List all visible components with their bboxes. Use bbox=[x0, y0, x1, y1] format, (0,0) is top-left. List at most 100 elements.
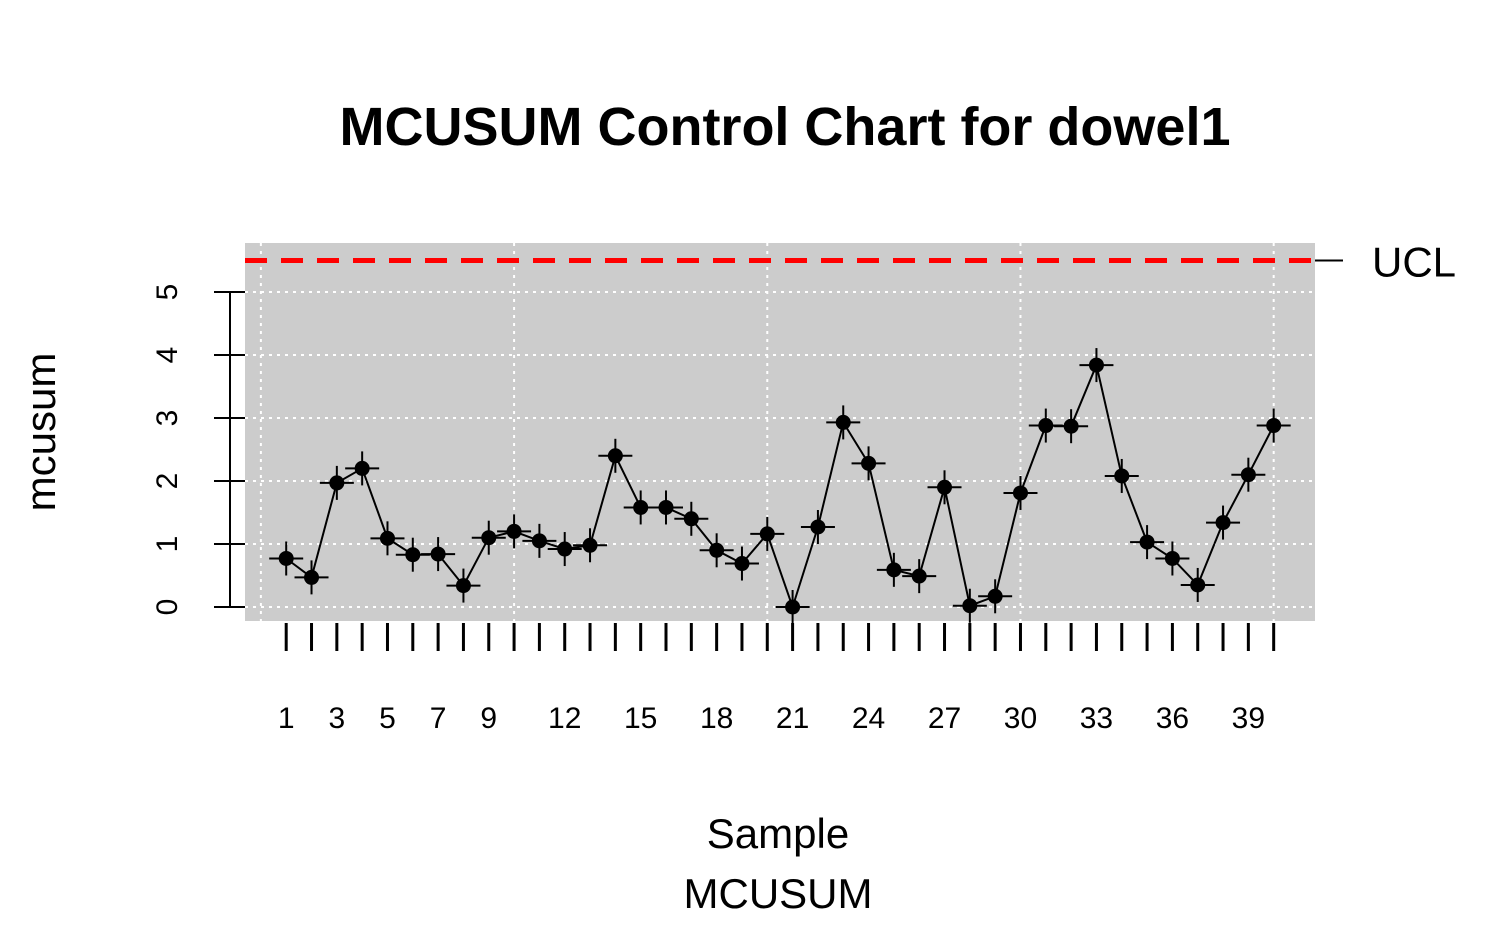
data-point bbox=[269, 541, 304, 576]
x-tick-label: 3 bbox=[328, 702, 345, 735]
data-point bbox=[1054, 409, 1089, 444]
data-point-marker bbox=[835, 414, 851, 430]
x-tick-label: 15 bbox=[624, 702, 657, 735]
data-point-marker bbox=[557, 541, 573, 557]
x-tick-label: 27 bbox=[928, 702, 961, 735]
data-point-marker bbox=[785, 599, 801, 615]
data-point-marker bbox=[607, 448, 623, 464]
data-point-marker bbox=[734, 556, 750, 572]
data-point-marker bbox=[430, 546, 446, 562]
data-point bbox=[851, 446, 886, 481]
data-point-marker bbox=[1190, 577, 1206, 593]
data-point-marker bbox=[759, 526, 775, 542]
y-tick-label: 4 bbox=[151, 347, 184, 364]
data-point-marker bbox=[1088, 357, 1104, 373]
x-tick-label: 24 bbox=[852, 702, 885, 735]
series-line bbox=[285, 361, 1275, 611]
data-point bbox=[370, 521, 405, 556]
x-tick-label: 5 bbox=[379, 702, 396, 735]
x-tick-label: 21 bbox=[776, 702, 809, 735]
y-tick-label: 1 bbox=[151, 536, 184, 553]
data-point-marker bbox=[1012, 485, 1028, 501]
plot-panel bbox=[245, 243, 1315, 621]
data-point-marker bbox=[304, 569, 320, 585]
ucl-label: UCL bbox=[1372, 239, 1456, 286]
data-point-marker bbox=[1266, 418, 1282, 434]
data-point-marker bbox=[582, 537, 598, 553]
x-tick-label: 18 bbox=[700, 702, 733, 735]
data-point bbox=[1231, 457, 1266, 492]
x-tick-label: 7 bbox=[430, 702, 447, 735]
data-point bbox=[876, 552, 911, 587]
data-point bbox=[1079, 348, 1114, 383]
y-tick-label: 3 bbox=[151, 410, 184, 427]
grid bbox=[245, 243, 1315, 621]
data-point-marker bbox=[379, 530, 395, 546]
data-point bbox=[623, 490, 658, 525]
y-tick-label: 0 bbox=[151, 599, 184, 616]
data-point bbox=[902, 559, 937, 594]
data-point-marker bbox=[633, 499, 649, 515]
x-tick-label: 39 bbox=[1232, 702, 1265, 735]
y-axis-label: mcusum bbox=[17, 353, 64, 512]
data-point bbox=[1003, 475, 1038, 510]
data-point-marker bbox=[506, 523, 522, 539]
x-tick-label: 1 bbox=[278, 702, 295, 735]
data-point-marker bbox=[810, 519, 826, 535]
x-axis-label: Sample bbox=[707, 810, 849, 857]
data-point bbox=[750, 516, 785, 551]
data-point-marker bbox=[886, 562, 902, 578]
data-point-marker bbox=[405, 547, 421, 563]
data-point bbox=[1155, 541, 1190, 576]
data-point bbox=[497, 514, 532, 549]
x-tick-label: 12 bbox=[548, 702, 581, 735]
data-point bbox=[1206, 505, 1241, 540]
data-point bbox=[1104, 458, 1139, 493]
data-point bbox=[649, 490, 683, 525]
data-point-marker bbox=[531, 533, 547, 549]
data-point bbox=[522, 523, 557, 558]
data-point bbox=[826, 405, 861, 440]
data-point-marker bbox=[937, 479, 953, 495]
y-tick-label: 2 bbox=[151, 473, 184, 490]
data-point bbox=[724, 546, 759, 581]
data-point bbox=[294, 560, 329, 595]
data-point bbox=[547, 532, 582, 567]
x-tick-label: 36 bbox=[1156, 702, 1189, 735]
data-point-marker bbox=[683, 511, 699, 527]
data-point bbox=[800, 509, 835, 544]
y-tick-label: 5 bbox=[151, 284, 184, 301]
series-mcusum bbox=[269, 348, 1291, 624]
data-point bbox=[421, 537, 456, 572]
data-point bbox=[952, 588, 987, 623]
ucl: UCL bbox=[245, 239, 1456, 286]
x-axis-sublabel: MCUSUM bbox=[684, 870, 873, 917]
data-point-marker bbox=[278, 550, 294, 566]
data-point-marker bbox=[1063, 418, 1079, 434]
data-point bbox=[1130, 525, 1165, 560]
data-point-marker bbox=[1164, 550, 1180, 566]
data-point-marker bbox=[658, 499, 674, 515]
data-point-marker bbox=[709, 542, 725, 558]
data-point bbox=[775, 590, 810, 624]
data-point-marker bbox=[1114, 468, 1130, 484]
data-point bbox=[319, 465, 354, 500]
data-point-marker bbox=[962, 598, 978, 614]
data-point-marker bbox=[1215, 515, 1231, 531]
y-axis: 0 1 2 3 4 5 bbox=[151, 284, 245, 616]
data-point-marker bbox=[455, 578, 471, 594]
data-point-marker bbox=[329, 475, 345, 491]
data-point bbox=[927, 470, 962, 505]
data-point bbox=[573, 528, 608, 563]
data-point bbox=[1256, 408, 1291, 443]
data-point bbox=[345, 451, 380, 486]
x-tick-label: 33 bbox=[1080, 702, 1113, 735]
data-point-marker bbox=[911, 568, 927, 584]
data-point-marker bbox=[1038, 418, 1054, 434]
data-point bbox=[1180, 567, 1215, 602]
x-tick-label: 9 bbox=[480, 702, 497, 735]
x-axis: 1 3 5 7 9 12 15 18 21 24 27 30 33 36 39 bbox=[278, 623, 1276, 735]
data-point bbox=[471, 520, 506, 555]
data-point-marker bbox=[1240, 467, 1256, 483]
